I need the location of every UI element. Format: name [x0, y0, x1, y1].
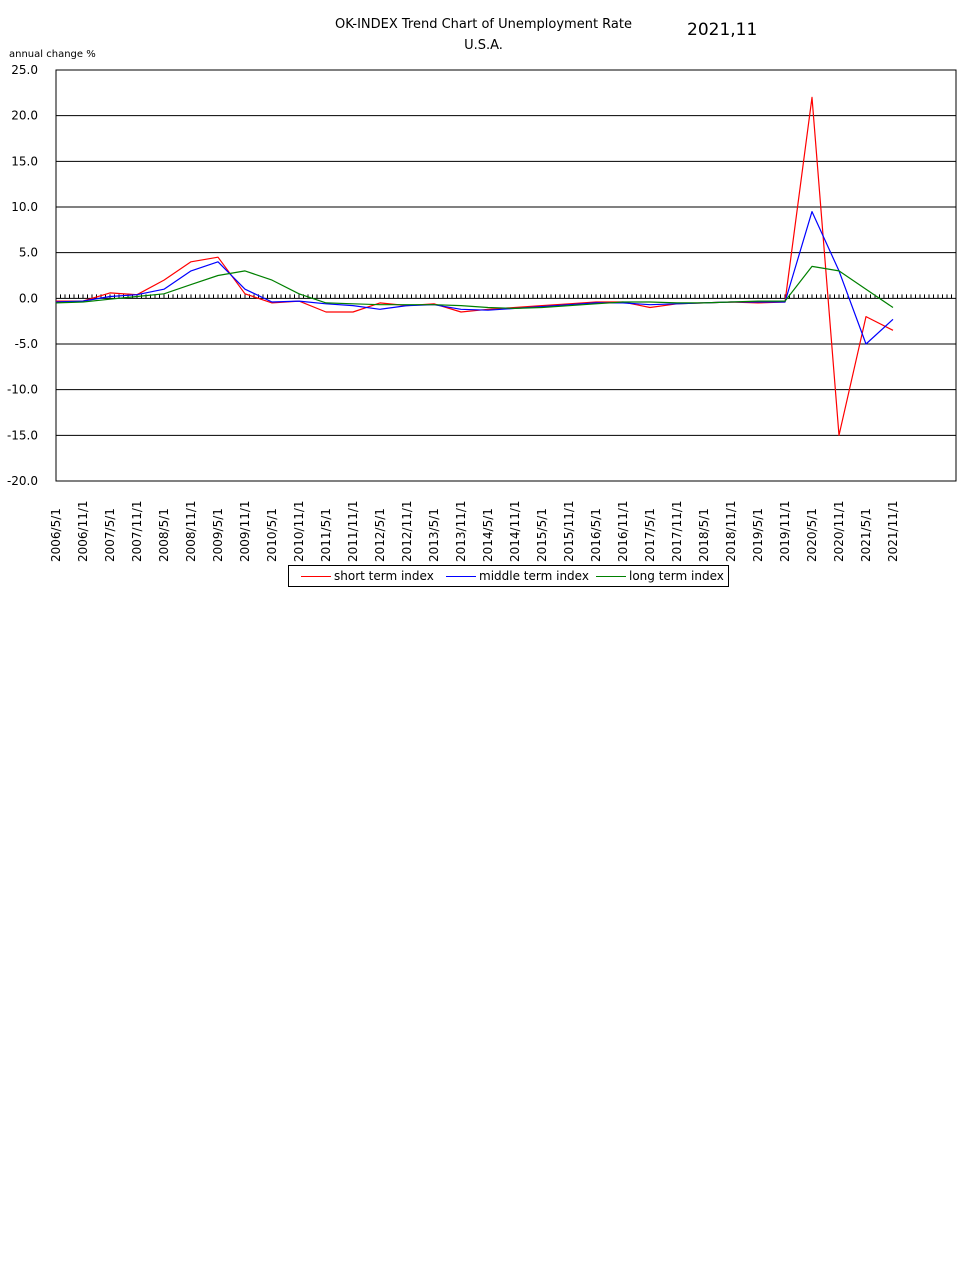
x-tick-label: 2006/5/1	[49, 508, 63, 562]
x-tick-label: 2019/5/1	[751, 508, 765, 562]
x-tick-label: 2021/11/1	[886, 500, 900, 562]
zero-line-ticks	[55, 294, 957, 299]
legend-swatch-short	[301, 576, 331, 577]
y-tick-label: -10.0	[7, 383, 38, 397]
x-tick-label: 2017/11/1	[670, 500, 684, 562]
series-line-short-term-index	[56, 96, 894, 436]
x-tick-label: 2021/5/1	[859, 508, 873, 562]
x-tick-label: 2008/5/1	[157, 508, 171, 562]
y-tick-label: 25.0	[11, 63, 38, 77]
x-tick-label: 2018/11/1	[724, 500, 738, 562]
plot-frame	[55, 69, 957, 482]
x-tick-label: 2018/5/1	[697, 508, 711, 562]
x-tick-label: 2013/5/1	[427, 508, 441, 562]
line-chart: 25.0 20.0 15.0 10.0 5.0 0.0 -5.0 -10.0 -15.0 -20.…	[7, 63, 957, 562]
x-tick-label: 2011/11/1	[346, 500, 360, 562]
legend: short term index middle term index long …	[288, 565, 729, 587]
chart-title: OK-INDEX Trend Chart of Unemployment Rat…	[334, 17, 632, 32]
x-tick-label: 2016/11/1	[616, 500, 630, 562]
grid-lines	[55, 69, 957, 482]
y-tick-label: 20.0	[11, 109, 38, 123]
x-tick-label: 2008/11/1	[184, 500, 198, 562]
y-tick-label: 0.0	[19, 291, 38, 305]
legend-item-long: long term index	[596, 569, 724, 583]
x-tick-label: 2011/5/1	[319, 508, 333, 562]
x-tick-label: 2006/11/1	[76, 500, 90, 562]
x-tick-label: 2020/5/1	[805, 508, 819, 562]
x-tick-label: 2007/11/1	[130, 500, 144, 562]
x-tick-label: 2014/11/1	[508, 500, 522, 562]
chart-subtitle: U.S.A.	[464, 38, 503, 53]
series-line-middle-term-index	[55, 211, 894, 345]
series-lines	[55, 96, 894, 436]
y-tick-label: 15.0	[11, 154, 38, 168]
y-tick-label: -5.0	[15, 337, 38, 351]
y-tick-label: 5.0	[19, 246, 38, 260]
legend-item-short: short term index	[301, 569, 434, 583]
legend-swatch-middle	[446, 576, 476, 577]
x-tick-label: 2009/5/1	[211, 508, 225, 562]
x-tick-label: 2009/11/1	[238, 500, 252, 562]
x-tick-label: 2016/5/1	[589, 508, 603, 562]
y-tick-label: 10.0	[11, 200, 38, 214]
y-tick-label: -20.0	[7, 474, 38, 488]
x-tick-label: 2010/11/1	[292, 500, 306, 562]
x-tick-label: 2020/11/1	[832, 500, 846, 562]
series-line-long-term-index	[55, 265, 894, 309]
legend-item-middle: middle term index	[446, 569, 589, 583]
x-tick-label: 2012/5/1	[373, 508, 387, 562]
x-tick-label: 2017/5/1	[643, 508, 657, 562]
y-axis-label: annual change %	[9, 49, 96, 60]
x-tick-label: 2013/11/1	[454, 500, 468, 562]
date-label: 2021,11	[687, 20, 758, 40]
x-tick-label: 2019/11/1	[778, 500, 792, 562]
x-tick-label: 2015/5/1	[535, 508, 549, 562]
legend-swatch-long	[596, 576, 626, 577]
y-tick-label: -15.0	[7, 428, 38, 442]
y-axis-ticks: 25.0 20.0 15.0 10.0 5.0 0.0 -5.0 -10.0 -15.0 -20.…	[7, 63, 38, 488]
x-axis-ticks: 2006/5/1 2006/11/1 2007/5/1 2007/11/1 2008/5…	[49, 500, 900, 562]
x-tick-label: 2007/5/1	[103, 508, 117, 562]
x-tick-label: 2012/11/1	[400, 500, 414, 562]
x-tick-label: 2015/11/1	[562, 500, 576, 562]
x-tick-label: 2010/5/1	[265, 508, 279, 562]
x-tick-label: 2014/5/1	[481, 508, 495, 562]
